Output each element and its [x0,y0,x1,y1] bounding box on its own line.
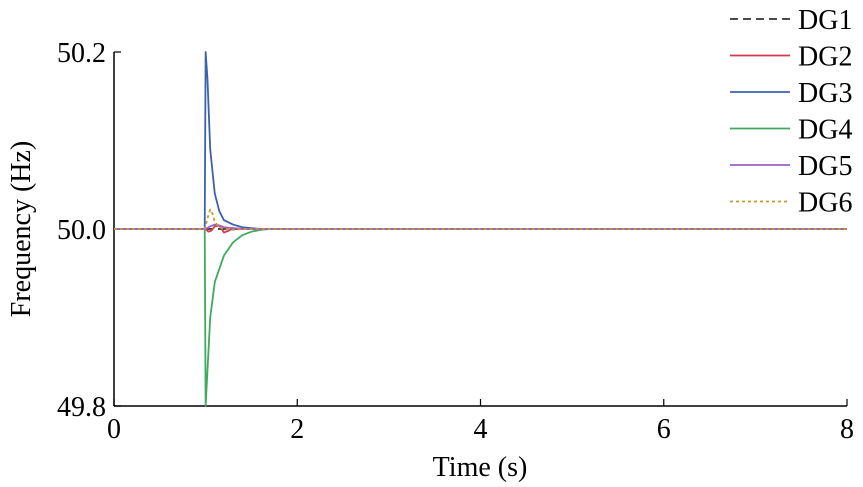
legend-label-dg6: DG6 [798,188,852,219]
y-tick-label: 50.2 [57,38,106,69]
legend-label-dg5: DG5 [798,151,852,182]
legend: DG1 DG2 DG3 DG4 DG5 DG6 [730,5,852,219]
x-tick-label: 6 [657,414,671,445]
x-tick-label: 4 [474,414,488,445]
legend-label-dg2: DG2 [798,42,852,73]
series-line-dg4 [114,228,847,407]
y-tick-label: 50.0 [57,215,106,246]
series-line-dg5 [114,223,847,230]
x-axis-title: Time (s) [433,452,528,483]
y-tick-label: 49.8 [57,392,106,423]
legend-label-dg4: DG4 [798,115,852,146]
legend-label-dg3: DG3 [798,78,852,109]
series-line-dg3 [114,51,847,230]
x-tick-label: 8 [840,414,854,445]
x-tick-label: 0 [107,414,121,445]
y-axis-title: Frequency (Hz) [6,141,37,317]
series-lines [114,51,847,407]
series-line-dg6 [114,208,847,231]
plot-area: 0 2 4 6 8 49.8 50.0 50.2 [57,38,854,445]
x-tick-label: 2 [290,414,304,445]
legend-label-dg1: DG1 [798,5,852,36]
axis-ticks: 0 2 4 6 8 49.8 50.0 50.2 [57,38,854,445]
